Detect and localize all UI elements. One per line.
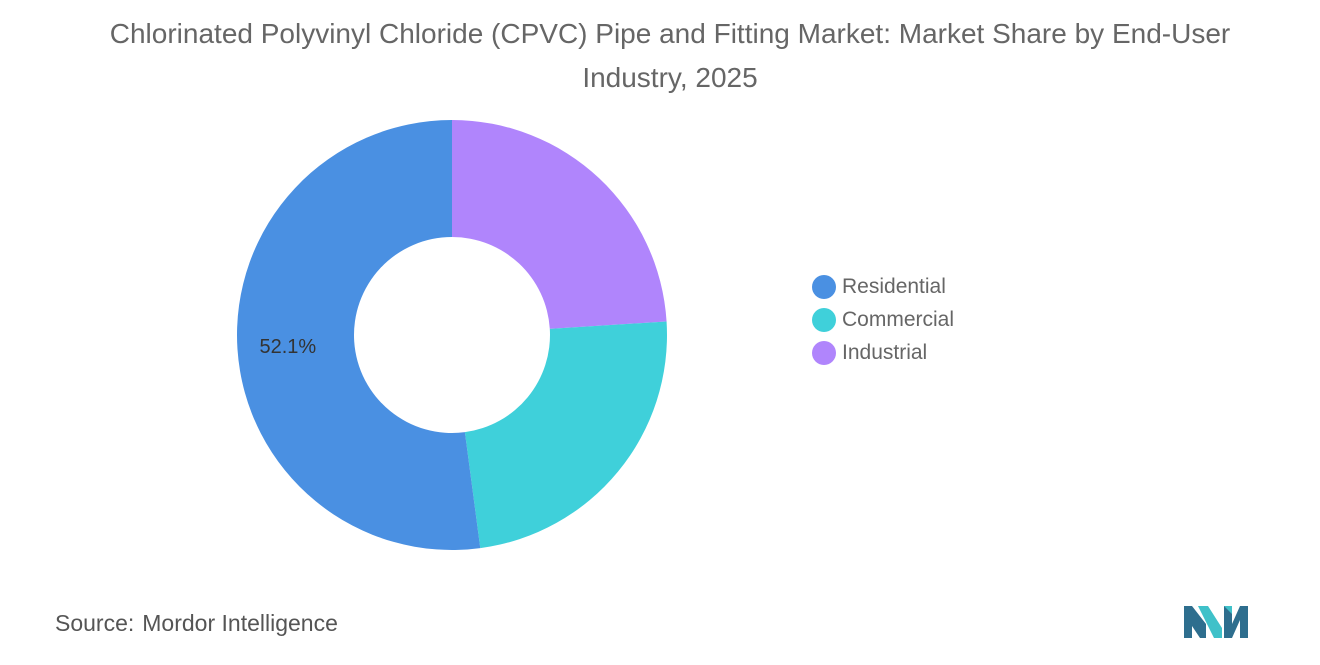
donut-slice-residential [237,120,481,550]
legend-item-industrial: Industrial [812,336,954,369]
source-value: Mordor Intelligence [142,610,338,636]
source-note: Source: Mordor Intelligence [55,610,338,637]
source-label: Source: [55,610,135,636]
donut-slice-industrial [452,120,667,329]
legend-label: Residential [842,274,946,298]
legend-label: Commercial [842,307,955,331]
chart-title: Chlorinated Polyvinyl Chloride (CPVC) Pi… [109,18,1231,93]
data-label-residential: 52.1% [259,336,316,358]
legend-swatch-commercial [812,307,836,332]
legend: Residential Commercial Industrial [812,270,954,369]
legend-label: Industrial [842,340,928,364]
legend-item-commercial: Commercial [812,303,954,336]
mordor-intelligence-logo [1184,606,1248,638]
legend-swatch-industrial [812,340,836,365]
legend-swatch-residential [812,274,836,299]
donut-slice-commercial [464,321,667,549]
legend-item-residential: Residential [812,270,954,303]
